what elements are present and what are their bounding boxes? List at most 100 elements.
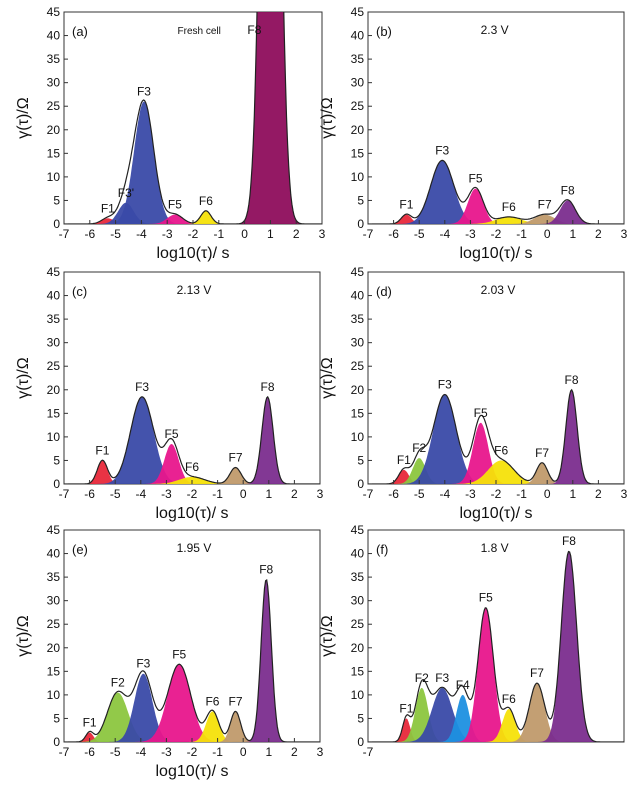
panel-c-peak-f8 bbox=[64, 396, 320, 484]
panel-e-xtick-label: 0 bbox=[240, 745, 247, 759]
panel-e-xtick-label: 3 bbox=[317, 745, 324, 759]
panel-d-xtick-label: -6 bbox=[388, 487, 399, 501]
panel-b-xtick-label: -4 bbox=[439, 227, 450, 241]
panel-d-ytick-label: 15 bbox=[351, 406, 365, 420]
panel-d-label-f6: F6 bbox=[494, 443, 508, 457]
panel-b-envelope-line bbox=[368, 159, 624, 224]
panel-a-ytick-label: 45 bbox=[47, 5, 61, 19]
panel-d-xtick-label: 0 bbox=[544, 487, 551, 501]
panel-b-ytick-label: 5 bbox=[357, 193, 364, 207]
panel-a-ylabel: γ(τ)/Ω bbox=[15, 97, 32, 138]
panel-c-label-f3: F3 bbox=[135, 380, 149, 394]
panel-e-xtick-label: -6 bbox=[84, 745, 95, 759]
panel-d-label-f2: F2 bbox=[412, 441, 426, 455]
panel-d-xtick-label: -1 bbox=[516, 487, 527, 501]
panel-b-xtick-label: -6 bbox=[388, 227, 399, 241]
panel-a-ytick-label: 40 bbox=[47, 29, 61, 43]
panel-d-peak-f3 bbox=[368, 394, 624, 484]
panel-f-label-f8: F8 bbox=[562, 534, 576, 548]
panel-b-xtick-label: -7 bbox=[363, 227, 374, 241]
panel-b-plot-area bbox=[368, 159, 624, 224]
panel-c-xtick-label: 1 bbox=[265, 487, 272, 501]
panel-b-ytick-label: 30 bbox=[351, 76, 365, 90]
panel-f-ytick-label: 25 bbox=[351, 617, 365, 631]
panel-c-xtick-label: -4 bbox=[135, 487, 146, 501]
panel-e-envelope-line bbox=[64, 579, 320, 742]
panel-c-ytick-label: 0 bbox=[53, 477, 60, 491]
panel-c-xtick-label: -6 bbox=[84, 487, 95, 501]
panel-d-title: 2.03 V bbox=[481, 283, 516, 297]
panel-b-peak-f3 bbox=[368, 160, 624, 224]
panel-c-ytick-label: 40 bbox=[47, 289, 61, 303]
panel-e-xtick-label: -7 bbox=[59, 745, 70, 759]
panel-e-ytick-label: 5 bbox=[53, 711, 60, 725]
panel-d-ytick-label: 25 bbox=[351, 359, 365, 373]
panel-a-xtick-label: 1 bbox=[267, 227, 274, 241]
panel-c-xtick-label: -1 bbox=[212, 487, 223, 501]
panel-b-xtick-label: -2 bbox=[491, 227, 502, 241]
panel-b-label-f8: F8 bbox=[561, 183, 575, 197]
panel-b-ytick-label: 40 bbox=[351, 29, 365, 43]
panel-d-plot-area bbox=[368, 388, 624, 484]
panel-c-label-f7: F7 bbox=[229, 451, 243, 465]
panel-d-peak-f6 bbox=[368, 460, 624, 484]
panel-f-panel-label: (f) bbox=[376, 542, 388, 557]
panel-e-ytick-label: 45 bbox=[47, 523, 61, 537]
panel-b-xtick-label: 1 bbox=[569, 227, 576, 241]
panel-b-xtick-label: 3 bbox=[621, 227, 628, 241]
panel-a-xtick-label: -3 bbox=[162, 227, 173, 241]
panel-c-ytick-label: 20 bbox=[47, 383, 61, 397]
panel-e-label-f6: F6 bbox=[205, 694, 219, 708]
panel-c-panel-label: (c) bbox=[72, 284, 87, 299]
panel-e-title: 1.95 V bbox=[177, 541, 212, 555]
panel-c-label-f1: F1 bbox=[95, 443, 109, 457]
panel-d-ytick-label: 35 bbox=[351, 312, 365, 326]
panel-f-peak-f5 bbox=[368, 607, 624, 742]
panel-f-peak-f8 bbox=[368, 551, 624, 742]
panel-d-xtick-label: -2 bbox=[491, 487, 502, 501]
panel-d-label-f3: F3 bbox=[438, 377, 452, 391]
panel-b-label-f3: F3 bbox=[435, 143, 449, 157]
panel-e-ytick-label: 35 bbox=[47, 570, 61, 584]
panel-d-xtick-label: 2 bbox=[595, 487, 602, 501]
panel-f-label-f2: F2 bbox=[415, 671, 429, 685]
panel-a-xlabel: log10(τ)/ s bbox=[156, 245, 229, 262]
panel-b-ytick-label: 20 bbox=[351, 123, 365, 137]
panel-f-label-f1: F1 bbox=[399, 701, 413, 715]
panel-c-peak-f3 bbox=[64, 396, 320, 484]
panel-b-ytick-label: 15 bbox=[351, 146, 365, 160]
panel-c-xlabel: log10(τ)/ s bbox=[155, 505, 228, 522]
panel-a-xtick-label: -1 bbox=[213, 227, 224, 241]
panel-d-label-f1: F1 bbox=[397, 453, 411, 467]
panel-b-ytick-label: 45 bbox=[351, 5, 365, 19]
panel-e-ytick-label: 10 bbox=[47, 688, 61, 702]
panel-a-peak-f3 bbox=[64, 101, 322, 224]
panel-d-xtick-label: -3 bbox=[465, 487, 476, 501]
panel-e-label-f5: F5 bbox=[172, 647, 186, 661]
panel-d-peak-f8 bbox=[368, 389, 624, 484]
panel-d-label-f5: F5 bbox=[474, 406, 488, 420]
panel-f-label-f3: F3 bbox=[435, 671, 449, 685]
panel-d-envelope-line bbox=[368, 388, 624, 484]
panel-a-xtick-label: -7 bbox=[59, 227, 70, 241]
panel-a-label-f5: F5 bbox=[168, 198, 182, 212]
panel-f-ytick-label: 45 bbox=[351, 523, 365, 537]
panel-a-ytick-label: 15 bbox=[47, 146, 61, 160]
panel-a-ytick-label: 25 bbox=[47, 99, 61, 113]
panel-e-xtick-label: -2 bbox=[187, 745, 198, 759]
panel-f-ytick-label: 0 bbox=[357, 735, 364, 749]
panel-c-label-f5: F5 bbox=[165, 427, 179, 441]
panel-a-ytick-label: 20 bbox=[47, 123, 61, 137]
panel-e-ytick-label: 0 bbox=[53, 735, 60, 749]
panel-c-xtick-label: 3 bbox=[317, 487, 324, 501]
panel-a-label-f6: F6 bbox=[199, 194, 213, 208]
panel-e-label-f2: F2 bbox=[111, 676, 125, 690]
panel-a-label-f8: F8 bbox=[247, 23, 261, 37]
panel-c-ytick-label: 30 bbox=[47, 336, 61, 350]
panel-b-ytick-label: 0 bbox=[357, 217, 364, 231]
panel-c-xtick-label: -5 bbox=[110, 487, 121, 501]
panel-b-ylabel: γ(τ)/Ω bbox=[319, 97, 336, 138]
panel-e-ytick-label: 25 bbox=[47, 617, 61, 631]
